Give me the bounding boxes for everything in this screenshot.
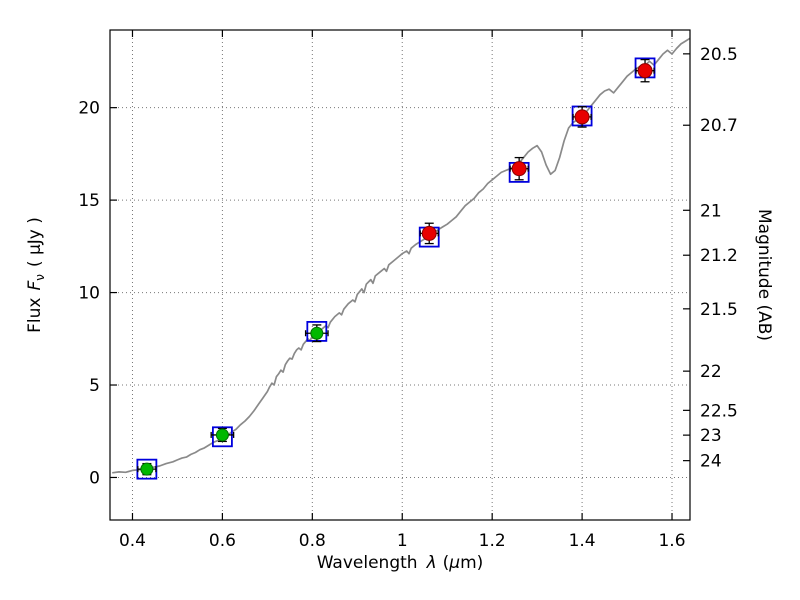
model-point-square xyxy=(212,426,233,448)
x-tick-label: 0.6 xyxy=(209,531,236,551)
x-axis-label: Wavelength λ (μm) xyxy=(0,553,800,573)
y-right-tick-label: 20.7 xyxy=(700,116,738,136)
x-tick-label: 1.6 xyxy=(658,531,685,551)
observed-optical-point xyxy=(140,462,154,476)
y-right-tick-label: 24 xyxy=(700,452,722,472)
flux-symbol: F xyxy=(24,280,45,291)
y-right-tick-label: 20.5 xyxy=(700,45,738,65)
x-tick-label: 1.2 xyxy=(479,531,506,551)
y-right-tick-label: 21.5 xyxy=(700,300,738,320)
y-left-tick-label: 15 xyxy=(78,191,100,211)
x-axis-unit: (μm) xyxy=(442,553,484,573)
observed-infrared-point xyxy=(421,225,437,241)
nu-subscript: ν xyxy=(33,274,48,281)
spectrum-polyline xyxy=(112,37,690,474)
observed-photometry-points xyxy=(140,63,653,476)
x-tick-label: 1.4 xyxy=(569,531,596,551)
mu-symbol: μ xyxy=(449,553,461,573)
flux-label-text: Flux xyxy=(24,297,45,333)
y-right-tick-label: 23 xyxy=(700,426,722,446)
x-axis-label-text: Wavelength xyxy=(316,553,418,573)
y-right-tick-label: 22 xyxy=(700,362,722,382)
observed-infrared-point xyxy=(511,161,527,177)
tick-labels: 0.4 0.6 0.8 1 1.2 1.4 1.6 0 5 10 15 20 20.5 20.7 21 21.… xyxy=(78,45,738,551)
x-tick-label: 1 xyxy=(397,531,408,551)
y-left-tick-label: 20 xyxy=(78,99,100,119)
y-left-tick-label: 10 xyxy=(78,284,100,304)
observed-optical-point xyxy=(310,326,324,340)
y-right-tick-label: 22.5 xyxy=(700,401,738,421)
y-right-tick-label: 21 xyxy=(700,201,722,221)
lambda-symbol: λ xyxy=(426,553,437,573)
observed-infrared-point xyxy=(637,63,653,79)
y-axis-label-right: Magnitude (AB) xyxy=(754,208,774,342)
grid-lines xyxy=(110,30,690,520)
x-tick-label: 0.4 xyxy=(119,531,146,551)
axes-frame xyxy=(109,29,691,521)
observed-optical-point xyxy=(215,428,229,442)
axis-ticks xyxy=(110,30,690,520)
y-left-tick-label: 5 xyxy=(89,376,100,396)
observed-infrared-point xyxy=(574,109,590,125)
y-right-tick-label: 21.2 xyxy=(700,246,738,266)
y-left-tick-label: 0 xyxy=(89,468,100,488)
model-spectrum-line xyxy=(112,37,690,474)
flux-unit: ( μJy ) xyxy=(24,217,45,268)
y-axis-label-left: Flux Fν ( μJy ) xyxy=(25,217,47,333)
x-tick-label: 0.8 xyxy=(299,531,326,551)
